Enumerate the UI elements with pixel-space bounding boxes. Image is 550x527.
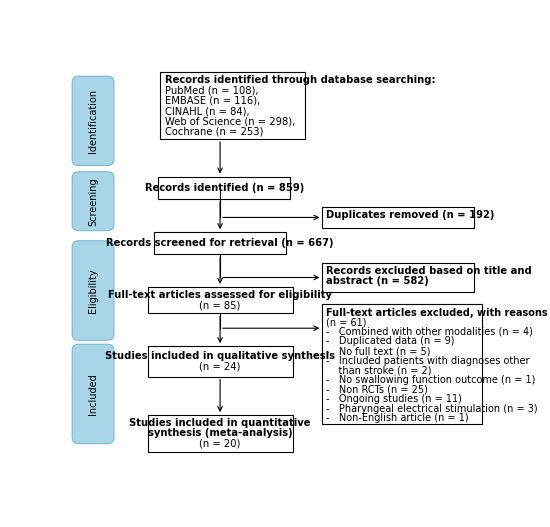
FancyBboxPatch shape	[322, 263, 474, 292]
Text: -   Ongoing studies (n = 11): - Ongoing studies (n = 11)	[326, 394, 461, 404]
Text: Full-text articles excluded, with reasons: Full-text articles excluded, with reason…	[326, 308, 547, 318]
FancyBboxPatch shape	[72, 172, 114, 231]
Text: Screening: Screening	[88, 177, 98, 226]
Text: abstract (n = 582): abstract (n = 582)	[326, 276, 428, 286]
Text: CINAHL (n = 84),: CINAHL (n = 84),	[164, 106, 249, 116]
FancyBboxPatch shape	[154, 232, 286, 255]
Text: Web of Science (n = 298),: Web of Science (n = 298),	[164, 116, 295, 126]
Text: Identification: Identification	[88, 89, 98, 153]
Text: Records identified (n = 859): Records identified (n = 859)	[145, 183, 304, 193]
Text: (n = 20): (n = 20)	[200, 438, 241, 448]
Text: (n = 85): (n = 85)	[200, 300, 241, 310]
Text: -   Included patients with diagnoses other: - Included patients with diagnoses other	[326, 356, 529, 366]
Text: -   Non-English article (n = 1): - Non-English article (n = 1)	[326, 413, 469, 423]
FancyBboxPatch shape	[72, 344, 114, 444]
Text: -   Combined with other modalities (n = 4): - Combined with other modalities (n = 4)	[326, 327, 532, 337]
FancyBboxPatch shape	[322, 305, 482, 424]
Text: Studies included in qualitative synthesis: Studies included in qualitative synthesi…	[105, 352, 335, 362]
FancyBboxPatch shape	[322, 207, 474, 228]
Text: Records screened for retrieval (n = 667): Records screened for retrieval (n = 667)	[106, 238, 334, 248]
Text: -   No full text (n = 5): - No full text (n = 5)	[326, 346, 430, 356]
FancyBboxPatch shape	[161, 72, 305, 139]
Text: than stroke (n = 2): than stroke (n = 2)	[326, 365, 431, 375]
Text: Studies included in quantitative: Studies included in quantitative	[129, 418, 311, 428]
Text: Duplicates removed (n = 192): Duplicates removed (n = 192)	[326, 210, 494, 220]
FancyBboxPatch shape	[72, 76, 114, 165]
Text: Records identified through database searching:: Records identified through database sear…	[164, 75, 435, 85]
FancyBboxPatch shape	[147, 415, 293, 452]
Text: Included: Included	[88, 373, 98, 415]
FancyBboxPatch shape	[158, 177, 290, 199]
Text: Eligibility: Eligibility	[88, 268, 98, 313]
Text: -   Non RCTs (n = 25): - Non RCTs (n = 25)	[326, 384, 428, 394]
Text: Records excluded based on title and: Records excluded based on title and	[326, 266, 531, 276]
Text: synthesis (meta-analysis): synthesis (meta-analysis)	[148, 428, 293, 438]
Text: EMBASE (n = 116),: EMBASE (n = 116),	[164, 95, 260, 105]
FancyBboxPatch shape	[147, 346, 293, 377]
FancyBboxPatch shape	[72, 241, 114, 340]
Text: Cochrane (n = 253): Cochrane (n = 253)	[164, 127, 263, 137]
Text: (n = 61): (n = 61)	[326, 317, 366, 327]
Text: PubMed (n = 108),: PubMed (n = 108),	[164, 85, 258, 95]
Text: -   Duplicated data (n = 9): - Duplicated data (n = 9)	[326, 336, 454, 346]
Text: (n = 24): (n = 24)	[200, 362, 241, 372]
Text: Full-text articles assessed for eligibility: Full-text articles assessed for eligibil…	[108, 290, 332, 300]
FancyBboxPatch shape	[147, 287, 293, 314]
Text: -   No swallowing function outcome (n = 1): - No swallowing function outcome (n = 1)	[326, 375, 535, 385]
Text: -   Pharyngeal electrical stimulation (n = 3): - Pharyngeal electrical stimulation (n =…	[326, 404, 537, 414]
